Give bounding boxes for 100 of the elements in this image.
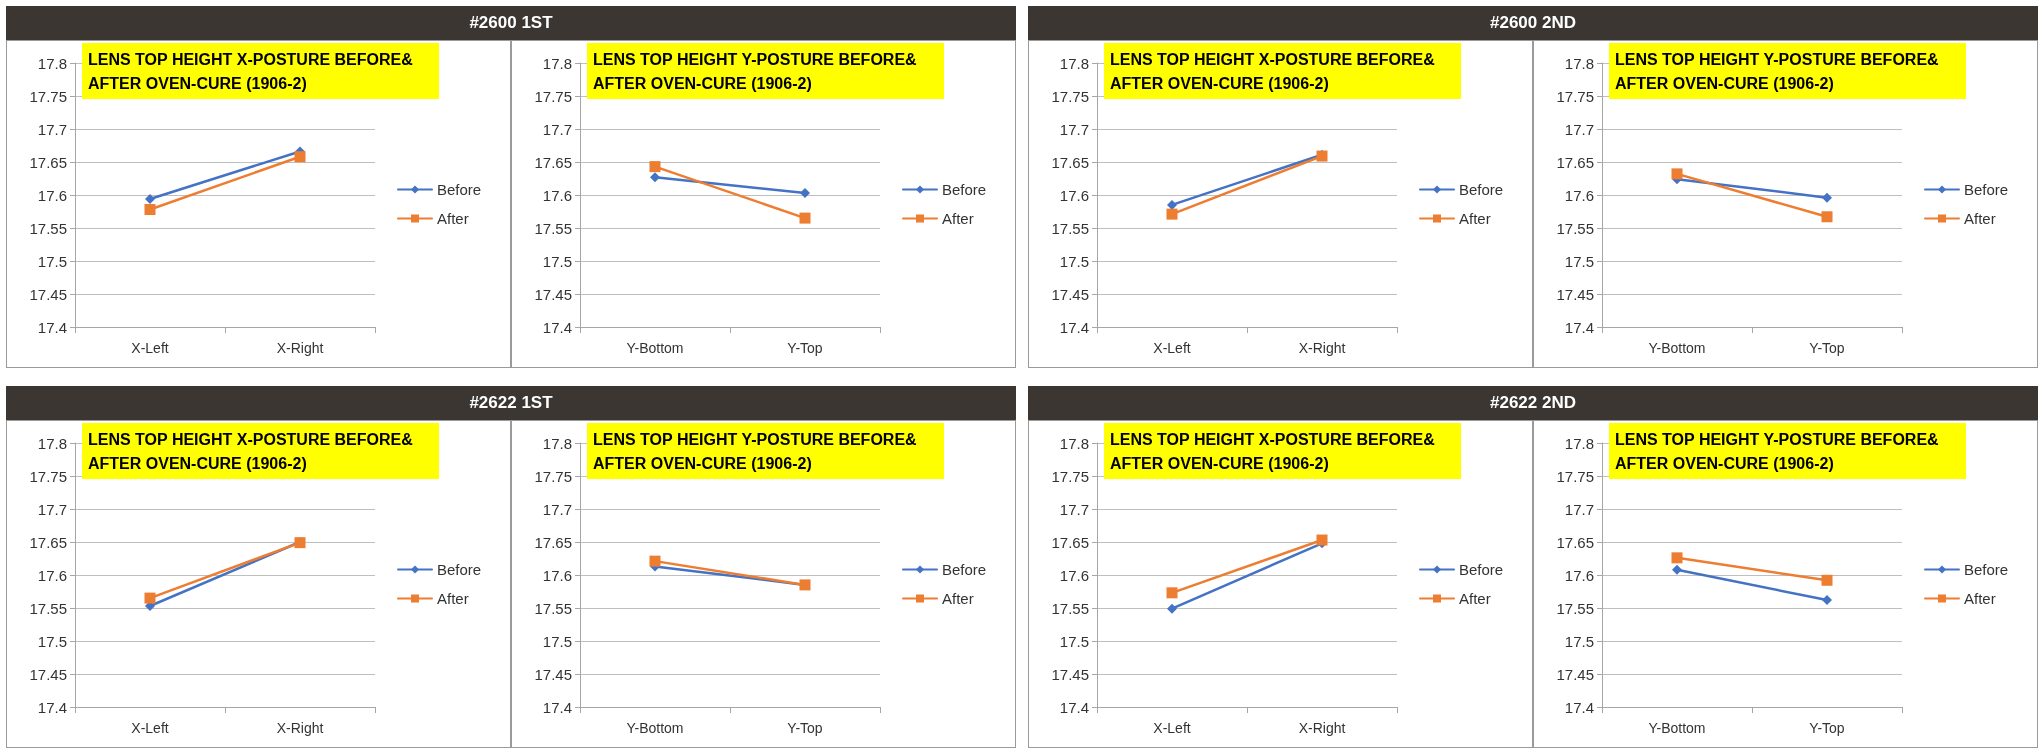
y-tick-label: 17.5 [37, 632, 67, 650]
x-tick-label: X-Left [1153, 340, 1191, 356]
x-tick-label: Y-Top [787, 340, 823, 356]
y-tick-label: 17.75 [1556, 87, 1594, 105]
y-tick-label: 17.7 [542, 500, 572, 518]
y-tick-label: 17.5 [1059, 632, 1089, 650]
x-tick-label: Y-Bottom [626, 720, 684, 736]
y-tick-label: 17.75 [1556, 467, 1594, 485]
legend-label: Before [1459, 561, 1504, 578]
y-tick-label: 17.55 [1051, 599, 1089, 617]
y-tick-label: 17.55 [1051, 219, 1089, 237]
y-tick-label: 17.45 [534, 285, 572, 303]
y-tick-label: 17.5 [1059, 252, 1089, 270]
y-tick-label: 17.4 [1564, 318, 1594, 336]
y-tick-label: 17.45 [534, 665, 572, 683]
chart-title: LENS TOP HEIGHT Y-POSTURE BEFORE&AFTER OVEN-CURE (1906-2) [593, 430, 918, 472]
y-tick-label: 17.5 [542, 252, 572, 270]
point [1672, 564, 1682, 575]
legend-label: After [942, 590, 974, 607]
y-tick-label: 17.8 [1059, 54, 1089, 72]
legend-label: Before [942, 561, 987, 578]
y-tick-label: 17.75 [29, 467, 67, 485]
y-tick-label: 17.5 [37, 252, 67, 270]
y-tick-label: 17.4 [37, 318, 67, 336]
y-tick-label: 17.55 [534, 219, 572, 237]
point [1167, 199, 1177, 210]
chart-title: LENS TOP HEIGHT X-POSTURE BEFORE&AFTER OVEN-CURE (1906-2) [1110, 430, 1436, 472]
y-tick-label: 17.4 [37, 698, 67, 716]
x-tick-label: Y-Bottom [1648, 340, 1706, 356]
y-tick-label: 17.65 [1556, 533, 1594, 551]
point [649, 161, 661, 173]
legend-label: After [942, 210, 974, 227]
point [1316, 534, 1328, 546]
x-tick-label: X-Right [1298, 340, 1346, 356]
y-tick-label: 17.6 [37, 566, 67, 584]
y-tick-label: 17.7 [1564, 500, 1594, 518]
y-tick-label: 17.45 [1556, 285, 1594, 303]
y-tick-label: 17.4 [1059, 698, 1089, 716]
text: #2622 2ND [1028, 386, 2038, 420]
point [145, 193, 155, 204]
y-tick-label: 17.45 [1556, 665, 1594, 683]
y-tick-label: 17.8 [542, 434, 572, 452]
y-tick-label: 17.55 [29, 219, 67, 237]
y-tick-label: 17.7 [37, 120, 67, 138]
x-tick-label: X-Right [1298, 720, 1346, 736]
y-tick-label: 17.55 [1556, 219, 1594, 237]
y-tick-label: 17.7 [1564, 120, 1594, 138]
point [649, 555, 661, 567]
chart-title: LENS TOP HEIGHT Y-POSTURE BEFORE&AFTER OVEN-CURE (1906-2) [593, 50, 918, 92]
point [144, 204, 156, 216]
point [1671, 168, 1683, 180]
x-tick-label: X-Left [131, 340, 169, 356]
y-tick-label: 17.45 [29, 285, 67, 303]
y-tick-label: 17.8 [37, 434, 67, 452]
x-tick-label: Y-Bottom [626, 340, 684, 356]
y-tick-label: 17.75 [1051, 467, 1089, 485]
y-tick-label: 17.6 [1564, 566, 1594, 584]
point [650, 172, 660, 183]
y-tick-label: 17.65 [534, 153, 572, 171]
y-tick-label: 17.8 [1059, 434, 1089, 452]
y-tick-label: 17.45 [1051, 285, 1089, 303]
legend-label: After [1964, 590, 1996, 607]
legend-label: After [437, 210, 469, 227]
y-tick-label: 17.45 [29, 665, 67, 683]
y-tick-label: 17.6 [1564, 186, 1594, 204]
y-tick-label: 17.75 [534, 87, 572, 105]
y-tick-label: 17.55 [1556, 599, 1594, 617]
y-tick-label: 17.8 [1564, 54, 1594, 72]
y-tick-label: 17.65 [1051, 533, 1089, 551]
x-tick-label: X-Left [131, 720, 169, 736]
legend-label: Before [1964, 181, 2009, 198]
y-tick-label: 17.7 [542, 120, 572, 138]
y-tick-label: 17.8 [1564, 434, 1594, 452]
y-tick-label: 17.8 [37, 54, 67, 72]
text: #2622 1ST [6, 386, 1016, 420]
y-tick-label: 17.45 [1051, 665, 1089, 683]
point [799, 212, 811, 224]
x-tick-label: Y-Top [787, 720, 823, 736]
y-tick-label: 17.65 [1556, 153, 1594, 171]
y-tick-label: 17.75 [534, 467, 572, 485]
legend-label: Before [437, 561, 482, 578]
point [294, 151, 306, 163]
legend-label: Before [1459, 181, 1504, 198]
y-tick-label: 17.6 [37, 186, 67, 204]
y-tick-label: 17.8 [542, 54, 572, 72]
y-tick-label: 17.5 [1564, 252, 1594, 270]
chart-title: LENS TOP HEIGHT Y-POSTURE BEFORE&AFTER OVEN-CURE (1906-2) [1615, 430, 1940, 472]
point [1822, 595, 1832, 606]
x-tick-label: X-Right [276, 340, 324, 356]
legend-label: After [1459, 590, 1491, 607]
y-tick-label: 17.65 [534, 533, 572, 551]
point [1822, 192, 1832, 203]
legend-label: Before [437, 181, 482, 198]
y-tick-label: 17.4 [1564, 698, 1594, 716]
y-tick-label: 17.65 [29, 153, 67, 171]
y-tick-label: 17.7 [1059, 120, 1089, 138]
y-tick-label: 17.4 [1059, 318, 1089, 336]
y-tick-label: 17.6 [542, 566, 572, 584]
y-tick-label: 17.7 [1059, 500, 1089, 518]
chart-title: LENS TOP HEIGHT Y-POSTURE BEFORE&AFTER OVEN-CURE (1906-2) [1615, 50, 1940, 92]
